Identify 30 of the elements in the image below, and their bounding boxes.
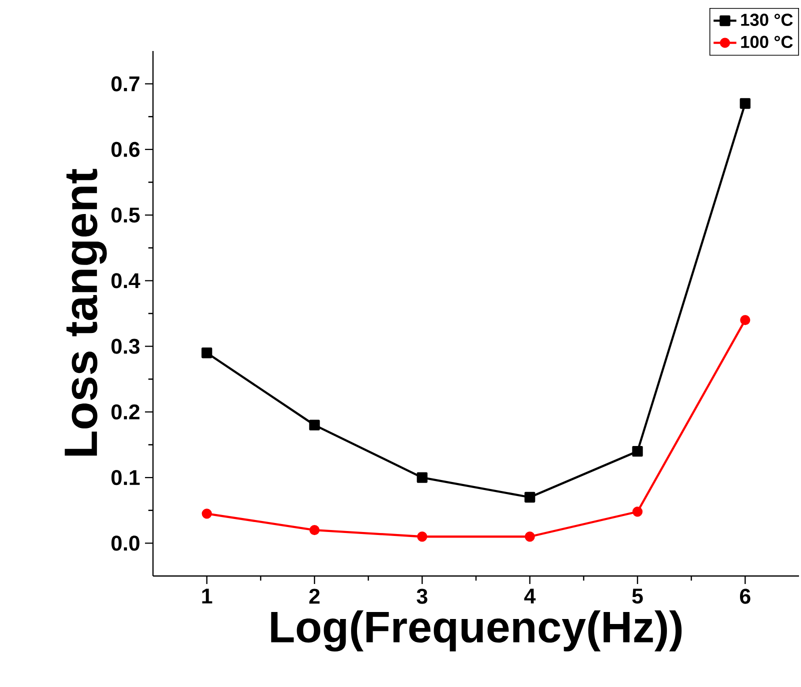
point — [740, 98, 751, 109]
x-tick-label: 3 — [416, 588, 428, 604]
y-axis-title: Loss tangent — [64, 168, 107, 456]
point — [202, 508, 212, 519]
point — [309, 524, 320, 536]
legend-label: 100 °C — [741, 36, 793, 48]
x-tick-label: 1 — [202, 588, 212, 604]
point — [632, 446, 643, 457]
point — [740, 314, 750, 326]
point — [202, 348, 212, 358]
y-tick-label: 0.4 — [111, 273, 140, 288]
point — [417, 532, 428, 542]
y-tick-label: 0.3 — [111, 338, 140, 354]
y-tick-label: 0.1 — [111, 470, 140, 486]
point — [309, 420, 320, 430]
x-tick-label: 5 — [632, 588, 643, 604]
point — [416, 472, 428, 483]
y-tick-label: 0.5 — [111, 208, 140, 223]
y-tick-label: 0.6 — [111, 142, 140, 157]
y-tick-label: 0.7 — [111, 76, 140, 92]
point — [632, 506, 643, 517]
x-tick-label: 2 — [309, 588, 320, 604]
y-tick-label: 0.2 — [111, 404, 140, 420]
legend-label: 130 °C — [741, 14, 793, 26]
x-axis-title: Log(Frequency(Hz)) — [271, 610, 682, 652]
point — [524, 492, 536, 503]
point — [524, 532, 535, 542]
x-tick-label: 6 — [740, 588, 750, 604]
x-tick-label: 4 — [524, 588, 536, 604]
y-tick-label: 0.0 — [111, 536, 140, 551]
